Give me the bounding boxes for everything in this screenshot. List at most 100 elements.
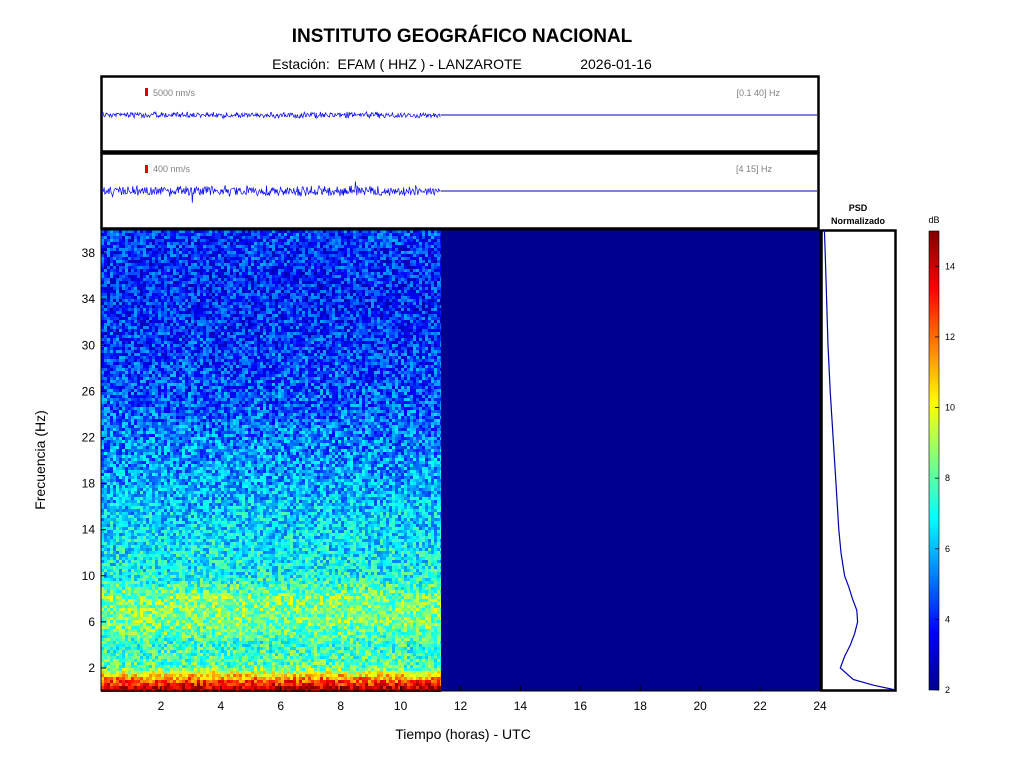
spectrogram-cell [254,254,257,257]
spectrogram-cell [383,278,386,281]
spectrogram-cell [275,287,278,290]
spectrogram-cell [239,353,242,356]
spectrogram-cell [299,278,302,281]
spectrogram-cell [140,260,143,263]
spectrogram-cell [176,266,179,269]
spectrogram-cell [164,344,167,347]
spectrogram-cell [212,236,215,239]
spectrogram-cell [137,350,140,353]
spectrogram-cell [254,260,257,263]
spectrogram-cell [218,305,221,308]
spectrogram-cell [272,254,275,257]
spectrogram-cell [131,236,134,239]
spectrogram-cell [431,320,434,323]
spectrogram-cell [431,335,434,338]
spectrogram-cell [248,347,251,350]
spectrogram-cell [410,320,413,323]
spectrogram-cell [110,278,113,281]
spectrogram-cell [230,290,233,293]
spectrogram-cell [254,347,257,350]
spectrogram-cell [233,335,236,338]
spectrogram-cell [188,245,191,248]
spectrogram-cell [167,326,170,329]
spectrogram-cell [281,311,284,314]
spectrogram-cell [197,284,200,287]
spectrogram-cell [416,242,419,245]
spectrogram-cell [182,278,185,281]
spectrogram-cell [155,266,158,269]
spectrogram-cell [428,314,431,317]
spectrogram-cell [335,341,338,344]
spectrogram-cell [320,281,323,284]
spectrogram-cell [278,329,281,332]
spectrogram-cell [380,311,383,314]
spectrogram-cell [416,323,419,326]
spectrogram-cell [182,257,185,260]
spectrogram-cell [284,320,287,323]
spectrogram-cell [305,260,308,263]
spectrogram-cell [425,329,428,332]
spectrogram-cell [248,263,251,266]
spectrogram-cell [113,311,116,314]
spectrogram-cell [416,311,419,314]
spectrogram-cell [344,236,347,239]
spectrogram-cell [260,230,263,233]
spectrogram-cell [116,248,119,251]
spectrogram-cell [182,281,185,284]
spectrogram-cell [101,272,104,275]
spectrogram-cell [383,305,386,308]
spectrogram-cell [308,269,311,272]
spectrogram-cell [188,281,191,284]
spectrogram-cell [362,230,365,233]
spectrogram-cell [212,290,215,293]
spectrogram-cell [407,320,410,323]
spectrogram-cell [377,347,380,350]
spectrogram-cell [299,266,302,269]
spectrogram-cell [152,353,155,356]
spectrogram-cell [269,335,272,338]
spectrogram-cell [245,230,248,233]
spectrogram-cell [425,266,428,269]
spectrogram-cell [182,290,185,293]
spectrogram-cell [170,233,173,236]
spectrogram-cell [143,305,146,308]
spectrogram-cell [218,233,221,236]
spectrogram-cell [311,296,314,299]
spectrogram-cell [389,263,392,266]
spectrogram-cell [116,323,119,326]
spectrogram-cell [440,317,442,320]
spectrogram-cell [281,239,284,242]
spectrogram-cell [170,230,173,233]
spectrogram-cell [113,260,116,263]
spectrogram-cell [278,248,281,251]
spectrogram-cell [176,344,179,347]
spectrogram-cell [140,311,143,314]
spectrogram-cell [359,287,362,290]
spectrogram-cell [203,284,206,287]
spectrogram-cell [296,254,299,257]
spectrogram-cell [362,278,365,281]
spectrogram-cell [182,329,185,332]
spectrogram-cell [218,293,221,296]
spectrogram-cell [200,335,203,338]
spectrogram-cell [149,341,152,344]
spectrogram-cell [383,287,386,290]
spectrogram-cell [242,329,245,332]
spectrogram-cell [389,287,392,290]
spectrogram-cell [155,278,158,281]
spectrogram-cell [224,260,227,263]
spectrogram-cell [401,266,404,269]
spectrogram-cell [137,230,140,233]
spectrogram-cell [179,263,182,266]
spectrogram-cell [134,350,137,353]
spectrogram-cell [242,320,245,323]
spectrogram-cell [206,242,209,245]
spectrogram-cell [392,248,395,251]
spectrogram-cell [428,356,431,359]
spectrogram-cell [248,320,251,323]
spectrogram-cell [164,317,167,320]
spectrogram-cell [347,242,350,245]
spectrogram-cell [437,314,440,317]
spectrogram-cell [179,353,182,356]
spectrogram-cell [179,266,182,269]
